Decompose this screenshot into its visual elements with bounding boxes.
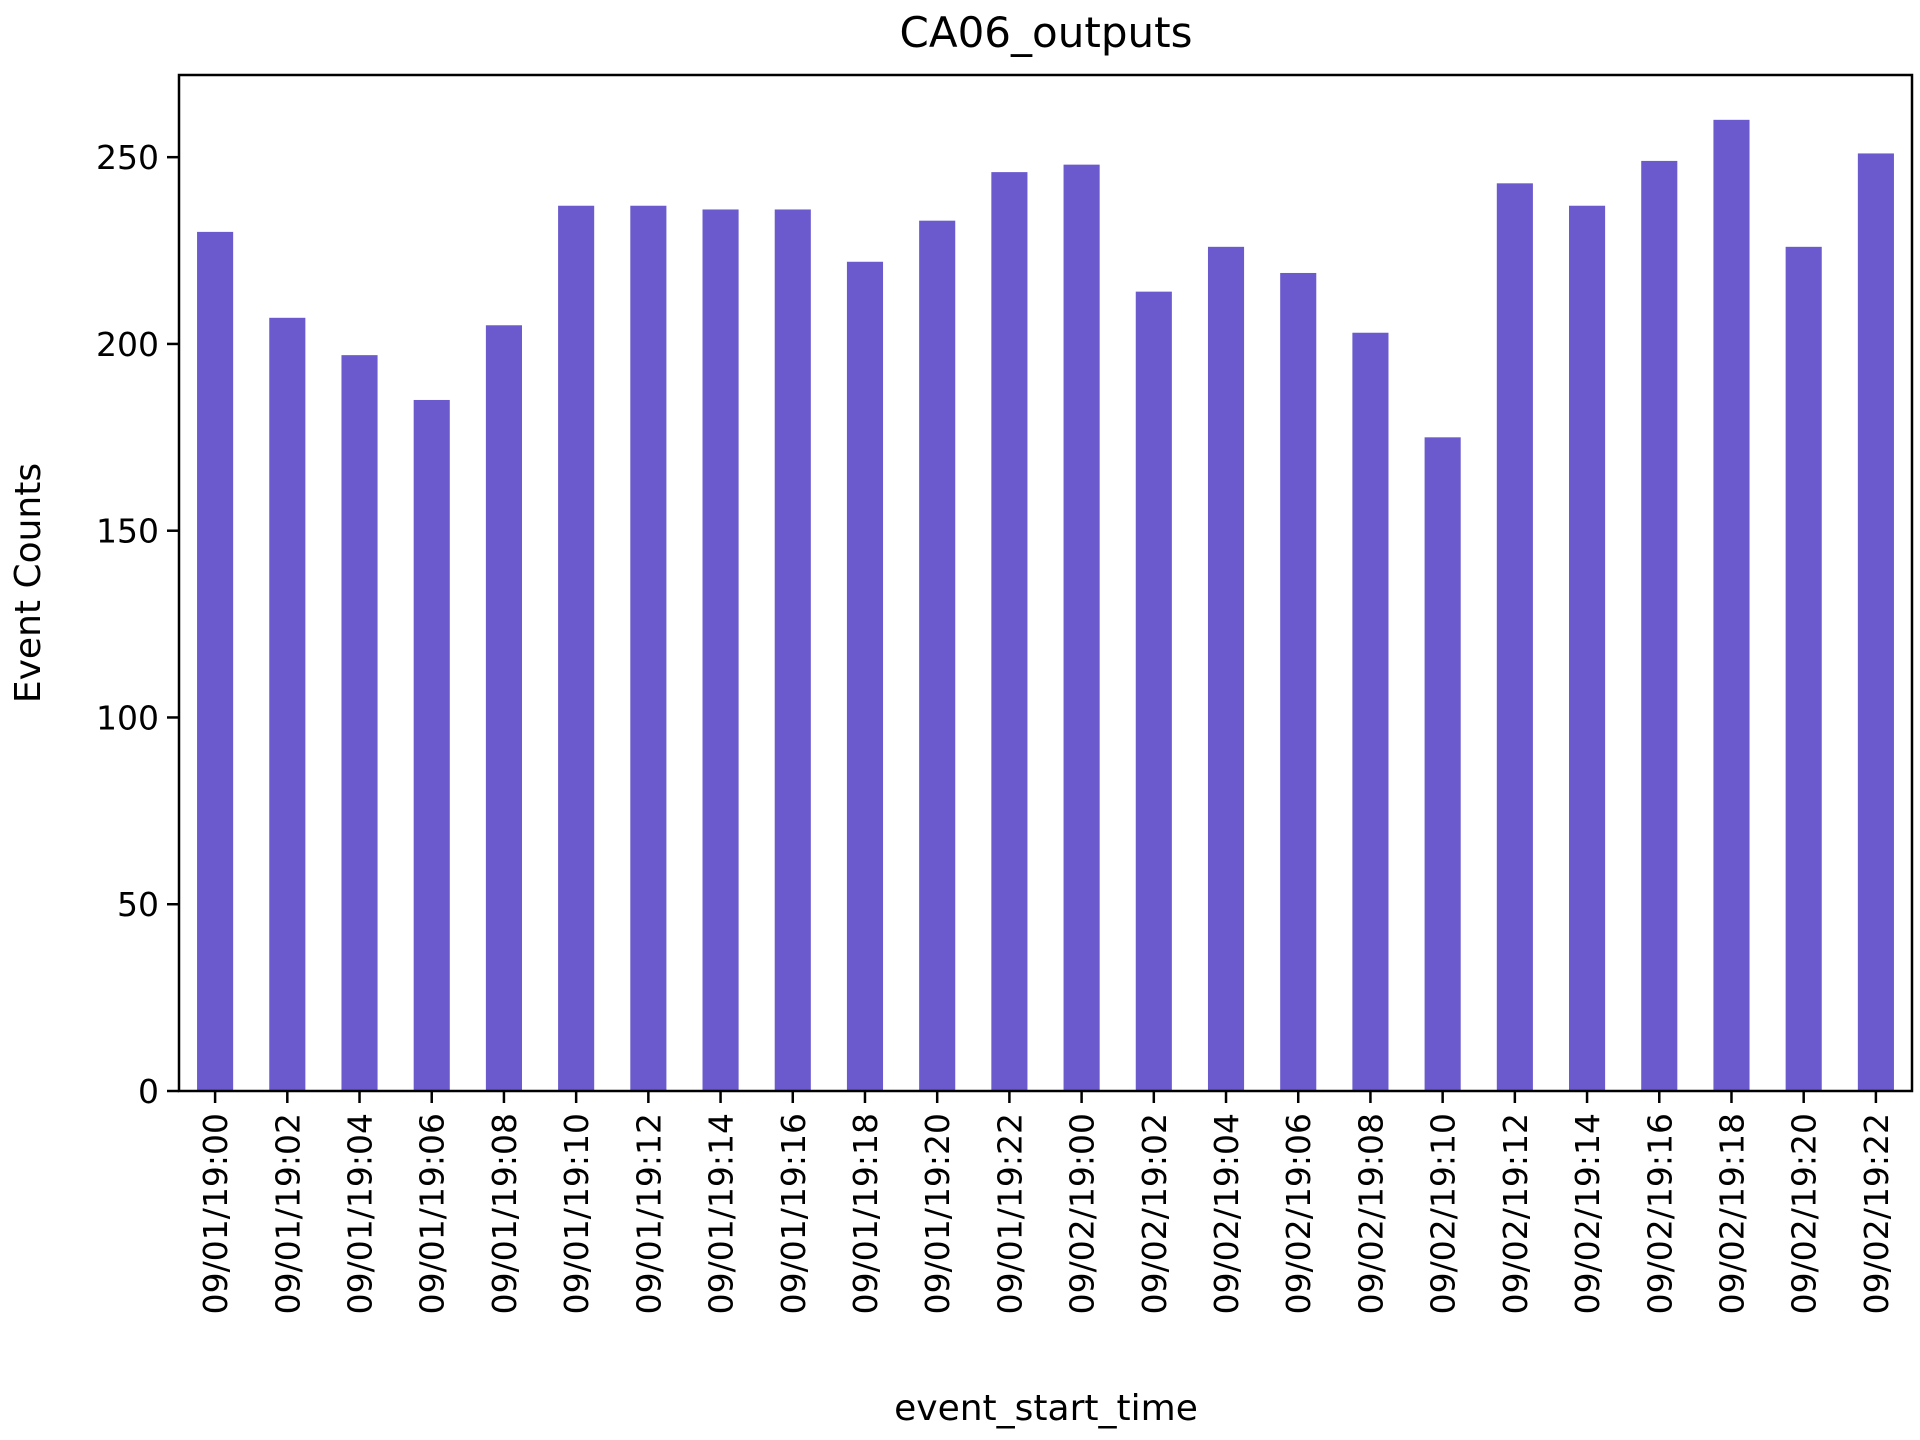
x-tick-label-16: 09/02/19:08 (1351, 1113, 1390, 1314)
bar-20 (1641, 160, 1678, 1092)
bar-11 (991, 172, 1028, 1091)
x-tick-label-11: 09/01/19:22 (990, 1113, 1029, 1314)
x-tick-label-5: 09/01/19:10 (557, 1113, 596, 1314)
x-tick-label-10: 09/01/19:20 (918, 1113, 957, 1314)
x-tick-label-17: 09/02/19:10 (1424, 1113, 1463, 1314)
plot-frame (177, 73, 1914, 1093)
x-tick-label-14: 09/02/19:04 (1207, 1113, 1246, 1314)
x-tick-label-19: 09/02/19:14 (1568, 1113, 1607, 1314)
x-tick-label-4: 09/01/19:08 (485, 1113, 524, 1314)
bars-group (197, 119, 1894, 1092)
x-tick-label-21: 09/02/19:18 (1712, 1113, 1751, 1314)
bar-13 (1135, 291, 1172, 1091)
bar-21 (1713, 119, 1750, 1091)
y-axis: 0 50 100 150 200 250 (96, 138, 179, 1111)
x-tick-label-18: 09/02/19:12 (1496, 1113, 1535, 1314)
bar-1 (269, 317, 306, 1091)
x-axis-label: event_start_time (894, 1388, 1198, 1429)
bar-5 (558, 205, 595, 1091)
chart-title: CA06_outputs (900, 8, 1193, 57)
x-tick-label-23: 09/02/19:22 (1857, 1113, 1896, 1314)
bar-9 (846, 261, 884, 1091)
bar-8 (774, 209, 811, 1091)
bar-17 (1424, 437, 1461, 1092)
x-tick-label-13: 09/02/19:02 (1135, 1113, 1174, 1314)
bar-3 (413, 399, 450, 1091)
bar-0 (197, 231, 234, 1092)
y-tick-label-2: 100 (96, 698, 159, 737)
x-tick-label-8: 09/01/19:16 (774, 1113, 813, 1314)
y-axis-label: Event Counts (8, 463, 49, 703)
x-tick-label-12: 09/02/19:00 (1063, 1113, 1102, 1314)
y-tick-label-1: 50 (117, 885, 159, 924)
y-tick-label-5: 250 (96, 138, 159, 177)
x-tick-label-7: 09/01/19:14 (702, 1113, 741, 1314)
x-tick-label-2: 09/01/19:04 (341, 1113, 380, 1314)
y-tick-label-3: 150 (96, 512, 159, 551)
bar-19 (1569, 205, 1606, 1091)
bar-22 (1785, 246, 1822, 1091)
x-tick-label-20: 09/02/19:16 (1640, 1113, 1679, 1314)
bar-7 (702, 209, 739, 1091)
x-tick-label-15: 09/02/19:06 (1279, 1113, 1318, 1314)
bar-23 (1857, 153, 1894, 1092)
bar-6 (630, 205, 667, 1091)
bar-10 (919, 220, 956, 1092)
x-tick-label-22: 09/02/19:20 (1785, 1113, 1824, 1314)
bar-12 (1063, 164, 1100, 1091)
bar-15 (1280, 272, 1317, 1091)
bar-16 (1352, 332, 1389, 1091)
x-tick-label-9: 09/01/19:18 (846, 1113, 885, 1314)
y-tick-label-4: 200 (96, 325, 159, 364)
bar-14 (1207, 246, 1245, 1091)
y-tick-label-0: 0 (138, 1072, 159, 1111)
bar-4 (485, 325, 522, 1091)
bar-18 (1496, 183, 1533, 1091)
bar-2 (341, 355, 378, 1091)
x-tick-label-0: 09/01/19:00 (196, 1113, 235, 1314)
x-tick-label-6: 09/01/19:12 (629, 1113, 668, 1314)
x-axis: 09/01/19:00 09/01/19:02 09/01/19:04 09/01/1… (196, 1091, 1896, 1314)
x-tick-label-3: 09/01/19:06 (413, 1113, 452, 1314)
x-tick-label-1: 09/01/19:02 (268, 1113, 307, 1314)
